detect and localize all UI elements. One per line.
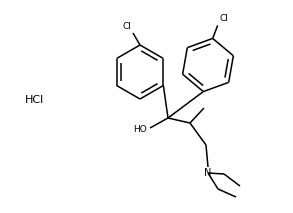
- Text: HCl: HCl: [25, 95, 45, 105]
- Text: N: N: [204, 168, 212, 178]
- Text: HO: HO: [133, 125, 147, 134]
- Text: Cl: Cl: [122, 22, 131, 31]
- Text: Cl: Cl: [220, 14, 229, 23]
